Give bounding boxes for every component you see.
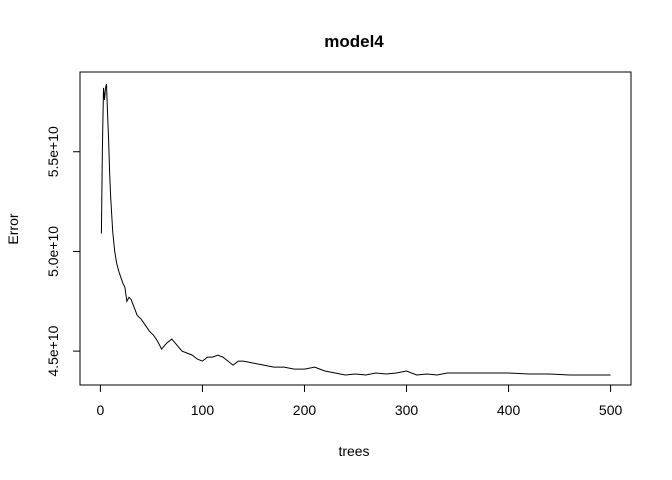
x-axis: 0 100 200 300 400 500 xyxy=(97,384,623,418)
y-tick-label: 5.0e+10 xyxy=(45,226,61,277)
y-tick-label: 4.5e+10 xyxy=(45,325,61,376)
x-axis-label: trees xyxy=(338,443,369,459)
x-tick-label: 0 xyxy=(97,402,105,418)
y-axis: 4.5e+10 5.0e+10 5.5e+10 xyxy=(45,126,81,377)
error-series-line xyxy=(100,83,611,376)
x-tick-label: 200 xyxy=(293,402,317,418)
chart-title: model4 xyxy=(324,32,384,51)
x-tick-label: 300 xyxy=(395,402,419,418)
y-tick-label: 5.5e+10 xyxy=(45,126,61,177)
x-tick-label: 500 xyxy=(599,402,623,418)
x-tick-label: 400 xyxy=(497,402,521,418)
x-tick-label: 100 xyxy=(191,402,215,418)
y-axis-label: Error xyxy=(5,213,21,244)
plot-frame xyxy=(79,71,632,386)
